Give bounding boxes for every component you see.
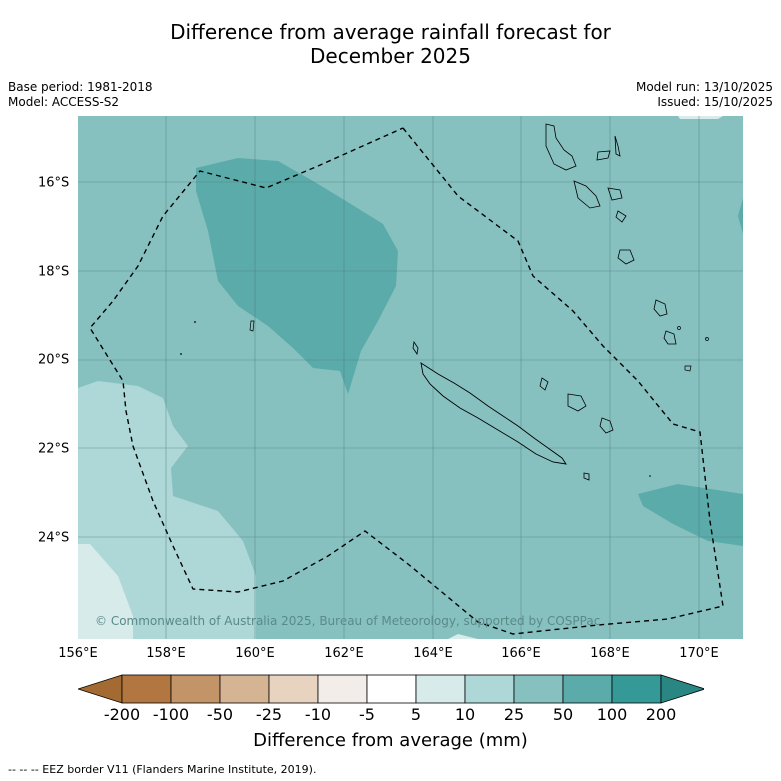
colorbar-label: -10 xyxy=(304,705,332,724)
model-name: Model: ACCESS-S2 xyxy=(8,95,120,109)
reef-dot xyxy=(705,337,707,339)
meta-left: Base period: 1981-2018 Model: ACCESS-S2 xyxy=(8,80,153,110)
eez-border xyxy=(89,127,724,635)
y-tick-22S: 22°S xyxy=(38,441,70,457)
colorbar-label: -5 xyxy=(359,705,375,724)
rainfall-band-50-100-edge xyxy=(738,198,743,234)
mare-island xyxy=(599,417,614,434)
x-tick-156E: 156°E xyxy=(58,646,98,661)
colorbar-cell xyxy=(611,674,662,704)
rainfall-band-10-25 xyxy=(78,381,256,639)
base-period: Base period: 1981-2018 xyxy=(8,80,153,94)
x-tick-164E: 164°E xyxy=(413,646,453,661)
ouvea-island xyxy=(539,377,549,391)
colorbar-extend-high xyxy=(660,674,704,704)
colorbar-extend-low xyxy=(78,674,123,704)
colorbar-label: -25 xyxy=(255,705,283,724)
colorbar-cell xyxy=(170,674,221,704)
aniwa-island xyxy=(677,326,681,330)
lifou-island xyxy=(567,393,587,412)
colorbar-label: 50 xyxy=(552,705,574,724)
colorbar-label: -50 xyxy=(206,705,234,724)
y-tick-18S: 18°S xyxy=(38,264,70,280)
x-tick-162E: 162°E xyxy=(324,646,364,661)
x-tick-170E: 170°E xyxy=(679,646,719,661)
erromango-island xyxy=(653,299,668,317)
title-line-2: December 2025 xyxy=(310,44,471,68)
meta-right: Model run: 13/10/2025 Issued: 15/10/2025 xyxy=(636,80,773,110)
y-tick-16S: 16°S xyxy=(38,175,70,191)
map-title: Difference from average rainfall forecas… xyxy=(0,20,781,68)
rainfall-band-5-10 xyxy=(78,544,133,639)
colorbar-cell xyxy=(268,674,319,704)
colorbar-cell xyxy=(366,674,417,704)
x-tick-168E: 168°E xyxy=(590,646,630,661)
colorbar-label: 100 xyxy=(596,705,628,724)
reef-dot xyxy=(194,321,196,323)
map-svg xyxy=(78,116,743,639)
graticule xyxy=(78,116,743,639)
espiritu-santo-island xyxy=(545,123,577,171)
new-caledonia-island xyxy=(420,362,567,465)
malekula-island xyxy=(573,180,601,209)
rainfall-band-50-100-east xyxy=(638,484,743,546)
x-tick-166E: 166°E xyxy=(501,646,541,661)
model-run: Model run: 13/10/2025 xyxy=(635,80,773,94)
colorbar-cell xyxy=(317,674,368,704)
colorbar-label: 5 xyxy=(410,705,422,724)
colorbar-cell xyxy=(415,674,466,704)
rainfall-patch-top xyxy=(678,116,723,119)
colorbar-cell xyxy=(464,674,515,704)
reef-dot xyxy=(180,353,182,355)
x-tick-158E: 158°E xyxy=(146,646,186,661)
rainfall-band-50-100-west xyxy=(196,158,398,394)
aneityum-island xyxy=(684,365,692,372)
issued-date: Issued: 15/10/2025 xyxy=(657,95,773,109)
colorbar-cell xyxy=(562,674,613,704)
tanna-island xyxy=(663,330,677,345)
y-tick-24S: 24°S xyxy=(38,530,70,546)
eez-legend-note: -- -- -- EEZ border V11 (Flanders Marine… xyxy=(8,763,317,776)
reef-dot xyxy=(649,475,651,477)
title-line-1: Difference from average rainfall forecas… xyxy=(170,20,611,44)
futuna-island xyxy=(705,337,709,341)
colorbar-label: 200 xyxy=(645,705,677,724)
colorbar-label: 25 xyxy=(503,705,525,724)
ambrym-island xyxy=(607,187,623,201)
map-panel xyxy=(78,116,743,639)
x-tick-160E: 160°E xyxy=(235,646,275,661)
colorbar-cell xyxy=(121,674,172,704)
colorbar-label: -200 xyxy=(103,705,141,724)
efate-island xyxy=(617,249,635,265)
y-tick-20S: 20°S xyxy=(38,352,70,368)
belep-islands xyxy=(412,340,419,356)
colorbar-cell xyxy=(219,674,270,704)
colorbar-label: 10 xyxy=(454,705,476,724)
rainfall-patch-bottom xyxy=(448,634,478,639)
colorbar-title: Difference from average (mm) xyxy=(253,730,528,751)
isle-of-pines xyxy=(583,472,590,481)
colorbar-label: -100 xyxy=(152,705,190,724)
pentecost-island xyxy=(614,135,621,157)
chesterfield-islands xyxy=(249,320,255,332)
maewo-island xyxy=(596,150,611,161)
colorbar xyxy=(78,674,704,704)
epi-island xyxy=(615,210,627,223)
copyright-notice: © Commonwealth of Australia 2025, Bureau… xyxy=(95,614,601,628)
colorbar-cell xyxy=(513,674,564,704)
